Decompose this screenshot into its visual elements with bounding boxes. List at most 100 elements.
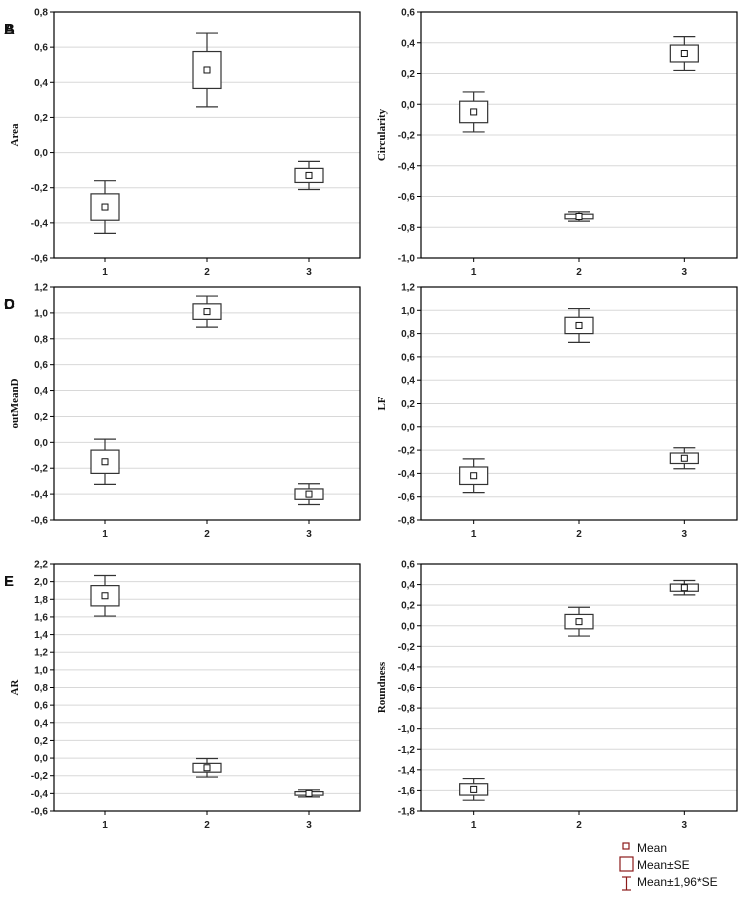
y-tick-label: -0,8	[398, 223, 416, 234]
x-tick-label: 2	[576, 267, 582, 278]
y-tick-label: 0,8	[34, 683, 48, 694]
mean-marker	[470, 785, 478, 793]
mean-marker	[203, 66, 211, 74]
mean-marker	[203, 308, 211, 316]
x-tick-label: 2	[576, 529, 582, 540]
y-tick-label: -1,6	[398, 786, 416, 797]
y-tick-label: 1,0	[401, 306, 415, 317]
mean-marker	[203, 764, 211, 772]
x-tick-label: 3	[682, 267, 688, 278]
mean-legend-icon	[622, 842, 630, 850]
y-tick-label: 0,6	[401, 8, 415, 19]
y-tick-label: -0,4	[398, 469, 416, 480]
mean-marker	[101, 458, 109, 466]
y-tick-label: 0,2	[401, 601, 415, 612]
panel-label: E	[4, 573, 14, 590]
y-tick-label: 0,8	[401, 329, 415, 340]
mean-marker	[575, 212, 583, 220]
panel-label: A	[4, 21, 15, 38]
panel-c: C -0,6 -0,4 -0,2 0,0 0,2 0,4 0,6 0,8 1,0 1,2 outMea…	[4, 283, 361, 540]
y-tick-label: 0,4	[34, 718, 48, 729]
y-tick-label: 0,4	[401, 376, 415, 387]
group-3	[669, 35, 699, 72]
y-tick-label: -0,6	[398, 492, 416, 503]
y-tick-label: 0,2	[34, 412, 48, 423]
y-tick-label: -0,2	[31, 183, 49, 194]
group-3	[294, 483, 324, 506]
whisker-legend-icon	[622, 876, 631, 891]
x-tick-label: 1	[102, 820, 108, 831]
y-tick-label: -0,4	[31, 218, 49, 229]
y-axis-label: Area	[9, 123, 21, 147]
legend-ci-label: Mean±1,96*SE	[637, 875, 718, 889]
y-tick-label: 1,2	[34, 283, 48, 294]
y-tick-label: 1,0	[34, 665, 48, 676]
y-tick-label: 0,0	[401, 100, 415, 111]
mean-marker	[575, 618, 583, 626]
y-tick-label: 0,6	[401, 560, 415, 571]
group-1	[459, 91, 489, 133]
y-tick-label: 0,4	[401, 580, 415, 591]
group-2	[192, 32, 222, 108]
x-tick-label: 1	[102, 267, 108, 278]
legend: Mean Mean±SE Mean±1,96*SE	[619, 841, 718, 891]
mean-marker	[101, 203, 109, 211]
y-tick-label: 0,6	[34, 701, 48, 712]
y-tick-label: 0,0	[34, 438, 48, 449]
y-tick-label: 0,8	[34, 334, 48, 345]
x-tick-label: 1	[102, 529, 108, 540]
group-2	[192, 295, 222, 328]
legend-mean-label: Mean	[637, 841, 667, 855]
x-tick-label: 3	[682, 529, 688, 540]
y-axis-label: LF	[376, 396, 388, 410]
group-3	[669, 447, 699, 470]
group-3	[669, 579, 699, 596]
x-tick-label: 3	[682, 820, 688, 831]
y-tick-label: 0,2	[34, 736, 48, 747]
y-tick-label: -0,6	[31, 254, 49, 265]
y-tick-label: -0,4	[398, 161, 416, 172]
y-tick-label: 0,6	[401, 352, 415, 363]
panel-f: F -1,8 -1,6 -1,4 -1,2 -1,0 -0,8 -0,6 -0,4 -0,2 0,0…	[4, 560, 738, 831]
y-axis-label: outMeanD	[9, 378, 21, 428]
y-tick-label: 0,0	[401, 422, 415, 433]
y-tick-label: 0,2	[34, 113, 48, 124]
x-tick-label: 2	[204, 820, 210, 831]
mean-marker	[305, 789, 313, 797]
y-tick-label: 0,4	[401, 38, 415, 49]
y-tick-label: 1,4	[34, 630, 48, 641]
x-tick-label: 1	[471, 267, 477, 278]
mean-marker	[305, 490, 313, 498]
panel-a: A -0,6 -0,4 -0,2 0,0 0,2 0,4 0,6 0,8 Area 1 2 3	[4, 8, 361, 278]
group-1	[459, 458, 489, 494]
y-tick-label: -0,6	[31, 807, 49, 818]
panel-label: C	[4, 296, 15, 313]
y-tick-label: 1,6	[34, 612, 48, 623]
y-tick-label: -0,4	[31, 789, 49, 800]
group-2	[192, 757, 222, 778]
x-tick-label: 1	[471, 529, 477, 540]
y-tick-label: 0,2	[401, 69, 415, 80]
group-3	[294, 789, 324, 798]
y-tick-label: -1,8	[398, 807, 416, 818]
y-tick-label: 2,2	[34, 560, 48, 571]
panel-label: F	[4, 573, 13, 590]
mean-marker	[680, 454, 688, 462]
y-tick-label: 0,4	[34, 386, 48, 397]
y-tick-label: -0,8	[398, 516, 416, 527]
y-tick-label: 0,8	[34, 8, 48, 19]
y-tick-label: -0,2	[398, 642, 416, 653]
legend-se-label: Mean±SE	[637, 858, 690, 872]
group-1	[459, 777, 489, 801]
group-2	[564, 211, 594, 222]
y-tick-label: -1,2	[398, 745, 416, 756]
y-tick-label: -1,0	[398, 254, 416, 265]
panel-label: B	[4, 21, 15, 38]
y-tick-label: -0,2	[398, 446, 416, 457]
y-tick-label: -0,4	[31, 490, 49, 501]
y-tick-label: 1,0	[34, 308, 48, 319]
y-tick-label: -0,6	[31, 516, 49, 527]
mean-marker	[680, 584, 688, 592]
y-tick-label: -1,4	[398, 765, 416, 776]
